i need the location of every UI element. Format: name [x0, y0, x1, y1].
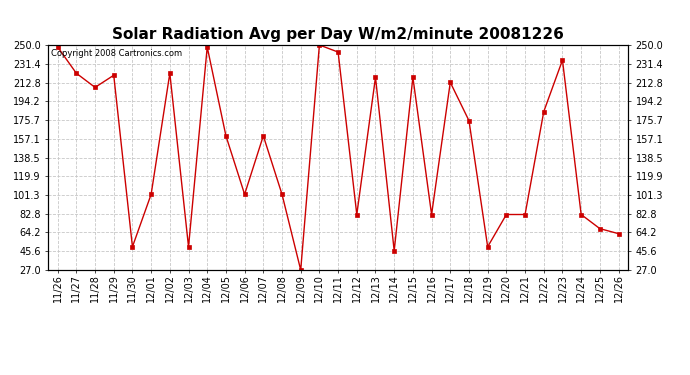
Title: Solar Radiation Avg per Day W/m2/minute 20081226: Solar Radiation Avg per Day W/m2/minute …	[112, 27, 564, 42]
Text: Copyright 2008 Cartronics.com: Copyright 2008 Cartronics.com	[51, 50, 182, 58]
